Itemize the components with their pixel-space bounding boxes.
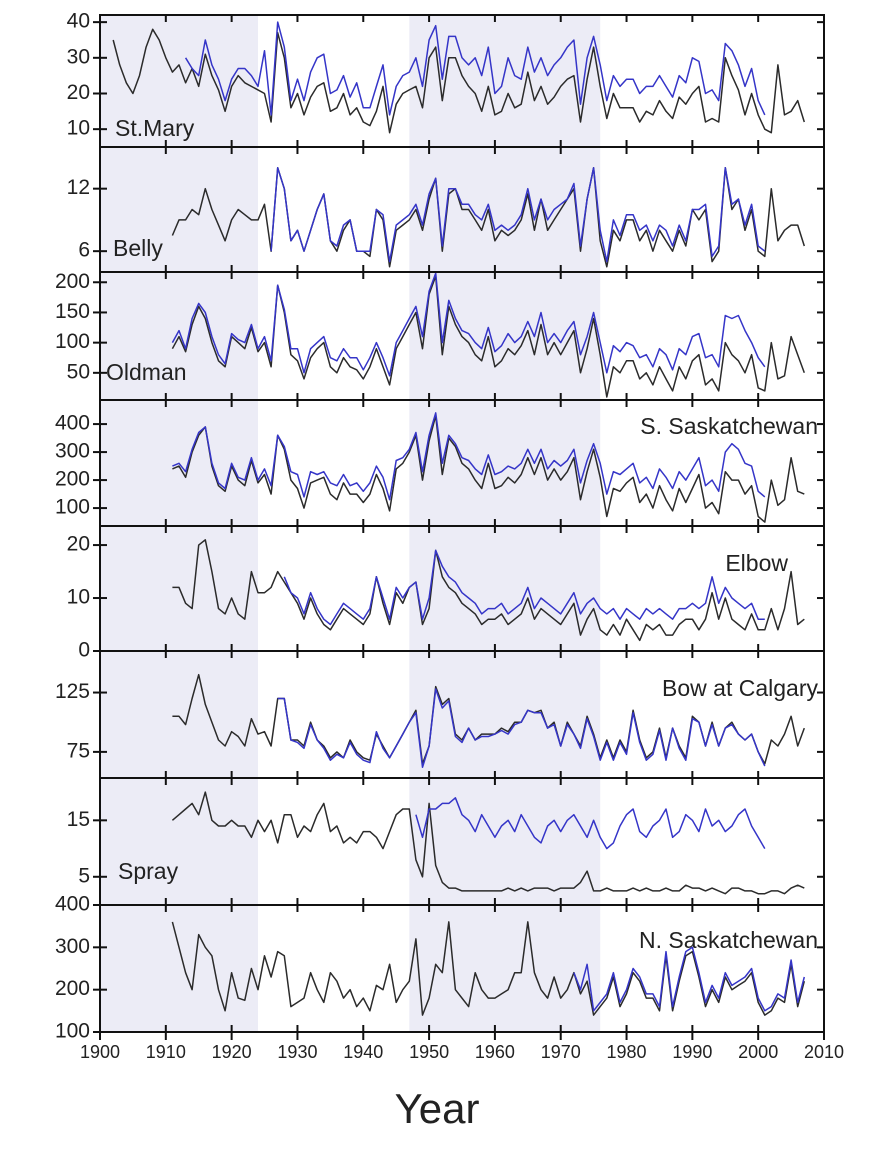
y-tick-label: 20 bbox=[67, 81, 90, 104]
y-tick-label: 20 bbox=[67, 533, 90, 556]
shaded-period bbox=[100, 651, 258, 778]
y-tick-label: 5 bbox=[78, 864, 90, 887]
y-tick-label: 75 bbox=[67, 739, 90, 762]
panel: 0 10 20 Elbow bbox=[67, 525, 825, 662]
series-line bbox=[415, 797, 766, 850]
panel-title: Belly bbox=[113, 235, 163, 261]
panel: 75 125 Bow at Calgary bbox=[55, 650, 825, 779]
shaded-period bbox=[409, 147, 601, 272]
x-tick-label: 1910 bbox=[146, 1042, 186, 1062]
panel-title: N. Saskatchewan bbox=[639, 927, 818, 953]
shaded-period bbox=[409, 15, 601, 147]
series-line bbox=[573, 946, 806, 1012]
panel-title: S. Saskatchewan bbox=[640, 413, 818, 439]
y-tick-label: 40 bbox=[67, 10, 90, 33]
y-tick-label: 200 bbox=[55, 977, 90, 1000]
panel: 6 12 Belly bbox=[67, 146, 825, 273]
y-tick-label: 150 bbox=[55, 300, 90, 323]
panel-title: St.Mary bbox=[115, 115, 195, 141]
x-tick-label: 1950 bbox=[409, 1042, 449, 1062]
series-line bbox=[172, 412, 766, 501]
shaded-period bbox=[100, 905, 258, 1032]
shaded-period bbox=[100, 147, 258, 272]
y-tick-label: 100 bbox=[55, 496, 90, 519]
panel-title: Elbow bbox=[725, 550, 788, 576]
x-tick-label: 2000 bbox=[738, 1042, 778, 1062]
y-tick-label: 125 bbox=[55, 680, 90, 703]
series-line bbox=[171, 272, 766, 377]
shaded-period bbox=[100, 778, 258, 905]
y-tick-label: 200 bbox=[55, 468, 90, 491]
panel: 100 200 300 400 N. Saskatchewan 1900 1910 1920 1… bbox=[55, 893, 844, 1133]
y-tick-label: 15 bbox=[67, 808, 90, 831]
panel: 100 200 300 400 S. Saskatchewan bbox=[55, 399, 825, 527]
y-tick-label: 50 bbox=[67, 360, 90, 383]
series-line bbox=[184, 21, 766, 116]
x-tick-label: 1900 bbox=[80, 1042, 120, 1062]
x-tick-label: 2010 bbox=[804, 1042, 844, 1062]
x-tick-label: 1920 bbox=[212, 1042, 252, 1062]
y-tick-label: 10 bbox=[67, 586, 90, 609]
y-tick-label: 300 bbox=[55, 935, 90, 958]
y-tick-label: 300 bbox=[55, 440, 90, 463]
y-tick-label: 100 bbox=[55, 1020, 90, 1043]
y-tick-label: 6 bbox=[78, 239, 90, 262]
panel: 10 20 30 40 St.Mary bbox=[67, 10, 825, 148]
y-tick-label: 30 bbox=[67, 45, 90, 68]
panel-title: Bow at Calgary bbox=[662, 675, 818, 701]
x-tick-label: 1960 bbox=[475, 1042, 515, 1062]
series-line bbox=[277, 688, 766, 769]
panel: 5 15 Spray bbox=[67, 777, 825, 906]
panel: 50 100 150 200 Oldman bbox=[55, 270, 825, 401]
series-line bbox=[270, 167, 766, 263]
y-tick-label: 0 bbox=[78, 639, 90, 662]
series-line bbox=[171, 791, 805, 895]
series-line bbox=[172, 539, 805, 642]
y-tick-label: 200 bbox=[55, 270, 90, 293]
x-tick-label: 1940 bbox=[343, 1042, 383, 1062]
y-tick-label: 400 bbox=[55, 893, 90, 916]
series-line bbox=[283, 549, 765, 626]
shaded-period bbox=[409, 905, 601, 1032]
panel-title: Oldman bbox=[106, 359, 187, 385]
x-tick-label: 1980 bbox=[607, 1042, 647, 1062]
y-tick-label: 400 bbox=[55, 412, 90, 435]
x-tick-label: 1990 bbox=[672, 1042, 712, 1062]
panel-title: Spray bbox=[118, 858, 179, 884]
x-tick-label: 1970 bbox=[541, 1042, 581, 1062]
series-line bbox=[171, 921, 806, 1016]
y-tick-label: 12 bbox=[67, 176, 90, 199]
y-tick-label: 10 bbox=[67, 117, 90, 140]
x-tick-label: 1930 bbox=[277, 1042, 317, 1062]
shaded-period bbox=[409, 651, 601, 778]
series-line bbox=[112, 28, 806, 134]
y-tick-label: 100 bbox=[55, 330, 90, 353]
x-axis-label: Year bbox=[395, 1085, 480, 1132]
panel-frame bbox=[99, 904, 825, 1033]
shaded-period bbox=[409, 526, 601, 651]
shaded-period bbox=[409, 778, 601, 905]
